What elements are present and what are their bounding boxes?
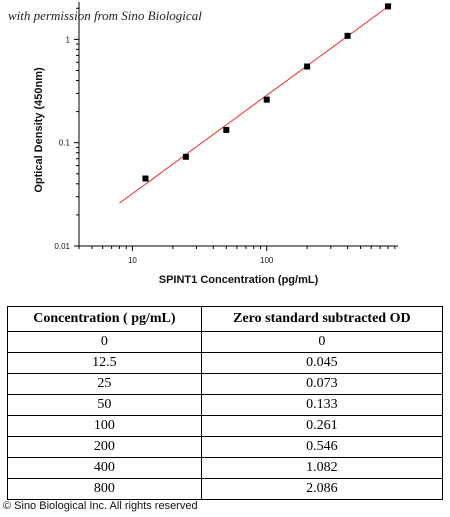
data-point xyxy=(142,175,149,182)
data-points xyxy=(142,3,391,182)
od-cell: 0.045 xyxy=(200,352,444,374)
data-point xyxy=(223,126,230,133)
od-cell: 0.546 xyxy=(200,436,444,458)
od-cell: 0.073 xyxy=(200,373,444,395)
table-row: 100 0.261 xyxy=(7,415,444,437)
concentration-cell: 100 xyxy=(7,415,202,437)
fit-line xyxy=(119,3,392,204)
concentration-cell: 12.5 xyxy=(7,352,202,374)
table-row: 200 0.546 xyxy=(7,436,444,458)
table-header-row: Concentration ( pg/mL) Zero standard sub… xyxy=(7,306,444,332)
table-row: 800 2.086 xyxy=(7,478,444,500)
y-tick-label: 0.01 xyxy=(54,242,70,251)
standard-curve-chart: 0.01 0.1 1 10 100 SPINT1 Concentration (pg/m… xyxy=(33,2,398,286)
concentration-cell: 400 xyxy=(7,457,202,479)
od-cell: 0 xyxy=(200,331,444,353)
table-row: 50 0.133 xyxy=(7,394,444,416)
data-point xyxy=(384,3,391,10)
x-axis-title: SPINT1 Concentration (pg/mL) xyxy=(159,274,319,286)
data-point xyxy=(344,32,351,39)
concentration-cell: 0 xyxy=(7,331,202,353)
y-axis-title: Optical Density (450nm) xyxy=(33,67,45,193)
od-data-table: Concentration ( pg/mL) Zero standard sub… xyxy=(7,306,444,500)
concentration-cell: 25 xyxy=(7,373,202,395)
concentration-header: Concentration ( pg/mL) xyxy=(7,306,202,332)
od-cell: 1.082 xyxy=(200,457,444,479)
data-point xyxy=(263,96,270,103)
x-tick-label: 10 xyxy=(128,256,137,265)
od-cell: 0.133 xyxy=(200,394,444,416)
concentration-cell: 200 xyxy=(7,436,202,458)
y-tick-label: 0.1 xyxy=(59,139,71,148)
x-tick-label: 100 xyxy=(260,256,274,265)
copyright-footer: © Sino Biological Inc. All rights reserv… xyxy=(3,500,198,512)
od-header: Zero standard subtracted OD xyxy=(200,306,444,332)
concentration-cell: 50 xyxy=(7,394,202,416)
data-point xyxy=(304,63,311,70)
data-point xyxy=(182,153,189,160)
od-cell: 2.086 xyxy=(200,478,444,500)
table-row: 25 0.073 xyxy=(7,373,444,395)
permission-watermark: with permission from Sino Biological xyxy=(8,8,202,23)
table-row: 400 1.082 xyxy=(7,457,444,479)
y-tick-label: 1 xyxy=(66,35,71,44)
chart-ticks: 0.01 0.1 1 10 100 xyxy=(54,7,396,265)
od-cell: 0.261 xyxy=(200,415,444,437)
concentration-cell: 800 xyxy=(7,478,202,500)
table-row: 12.5 0.045 xyxy=(7,352,444,374)
fit-line-layer xyxy=(119,3,392,204)
